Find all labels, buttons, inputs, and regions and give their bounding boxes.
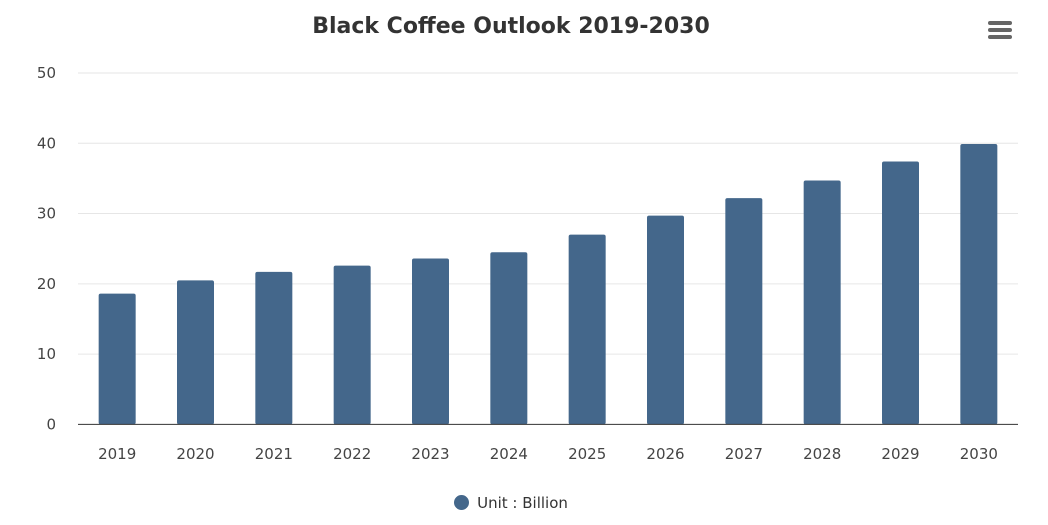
y-tick-label: 0 (46, 415, 56, 433)
y-tick-label: 30 (37, 205, 56, 223)
bar[interactable] (333, 265, 371, 425)
y-tick-label: 20 (37, 275, 56, 293)
legend-label: Unit : Billion (477, 494, 568, 512)
x-tick-label: 2027 (725, 445, 763, 463)
x-tick-label: 2025 (568, 445, 606, 463)
x-tick-label: 2022 (333, 445, 371, 463)
x-tick-label: 2023 (411, 445, 449, 463)
hamburger-menu-icon[interactable] (988, 21, 1012, 41)
bar[interactable] (882, 161, 919, 425)
legend-marker-icon (454, 495, 470, 510)
x-tick-label: 2024 (490, 445, 528, 463)
y-tick-label: 50 (37, 64, 56, 82)
x-tick-label: 2028 (803, 445, 841, 463)
x-tick-label: 2021 (255, 445, 293, 463)
x-tick-label: 2020 (176, 445, 214, 463)
bar[interactable] (255, 271, 293, 425)
bar[interactable] (568, 234, 606, 425)
y-tick-label: 40 (37, 134, 56, 152)
bar[interactable] (647, 215, 684, 425)
bar[interactable] (177, 280, 214, 425)
bar[interactable] (803, 180, 841, 425)
bar[interactable] (412, 258, 449, 425)
x-tick-label: 2019 (98, 445, 136, 463)
y-tick-label: 10 (37, 345, 56, 363)
bar[interactable] (98, 293, 136, 425)
bar[interactable] (725, 198, 763, 425)
legend-item[interactable]: Unit : Billion (0, 494, 1022, 512)
bar[interactable] (490, 252, 528, 425)
x-tick-label: 2030 (960, 445, 998, 463)
bar[interactable] (960, 143, 998, 425)
x-tick-label: 2029 (881, 445, 919, 463)
chart-title: Black Coffee Outlook 2019-2030 (312, 14, 710, 39)
x-tick-label: 2026 (646, 445, 684, 463)
